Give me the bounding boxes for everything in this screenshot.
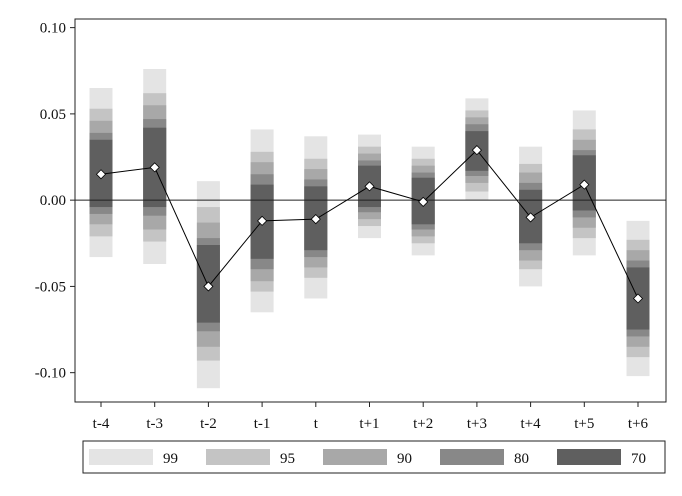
- estimate-point: [471, 145, 482, 156]
- legend-swatch-80: [440, 449, 504, 465]
- x-tick-label: t-2: [200, 416, 217, 432]
- x-tick-label: t-4: [93, 416, 110, 432]
- estimate-point: [364, 181, 375, 192]
- legend-swatch-90: [323, 449, 387, 465]
- estimate-point: [203, 281, 214, 292]
- y-axis: -0.10 -0.05 0.00 0.05 0.10: [35, 21, 75, 382]
- plot-frame: [74, 18, 667, 403]
- legend-label-80: 80: [514, 451, 529, 467]
- x-axis: t-4 t-3 t-2 t-1 t t+1 t+2 t+3 t+4 t+5 t+6: [93, 402, 649, 432]
- y-tick-label: -0.10: [35, 366, 66, 382]
- x-tick-label: t+3: [467, 416, 487, 432]
- estimate-point: [418, 196, 429, 207]
- estimate-points: [95, 145, 644, 304]
- x-tick-label: t+5: [574, 416, 594, 432]
- legend-label-70: 70: [631, 451, 646, 467]
- estimate-point: [257, 215, 268, 226]
- x-tick-label: t+4: [521, 416, 542, 432]
- x-tick-label: t+2: [413, 416, 433, 432]
- legend: 99 95 90 80 70: [82, 440, 666, 474]
- legend-swatch-70: [557, 449, 621, 465]
- legend-swatch-95: [206, 449, 270, 465]
- estimate-point: [632, 293, 644, 304]
- y-tick-label: 0.10: [40, 21, 66, 37]
- y-tick-label: 0.05: [40, 107, 66, 123]
- x-tick-label: t+1: [359, 416, 379, 432]
- y-tick-label: 0.00: [40, 193, 66, 209]
- legend-label-95: 95: [280, 451, 295, 467]
- x-tick-label: t: [314, 416, 319, 432]
- x-tick-label: t-3: [146, 416, 163, 432]
- x-tick-label: t+6: [628, 416, 649, 432]
- estimate-point: [95, 169, 107, 180]
- confidence-bands: [89, 69, 650, 389]
- legend-swatch-99: [89, 449, 153, 465]
- legend-label-90: 90: [397, 451, 412, 467]
- estimate-point: [149, 162, 160, 173]
- estimate-point: [525, 212, 536, 223]
- x-tick-label: t-1: [254, 416, 271, 432]
- estimate-point: [579, 179, 590, 190]
- legend-label-99: 99: [163, 451, 178, 467]
- y-tick-label: -0.05: [35, 279, 66, 295]
- estimate-point: [310, 214, 321, 225]
